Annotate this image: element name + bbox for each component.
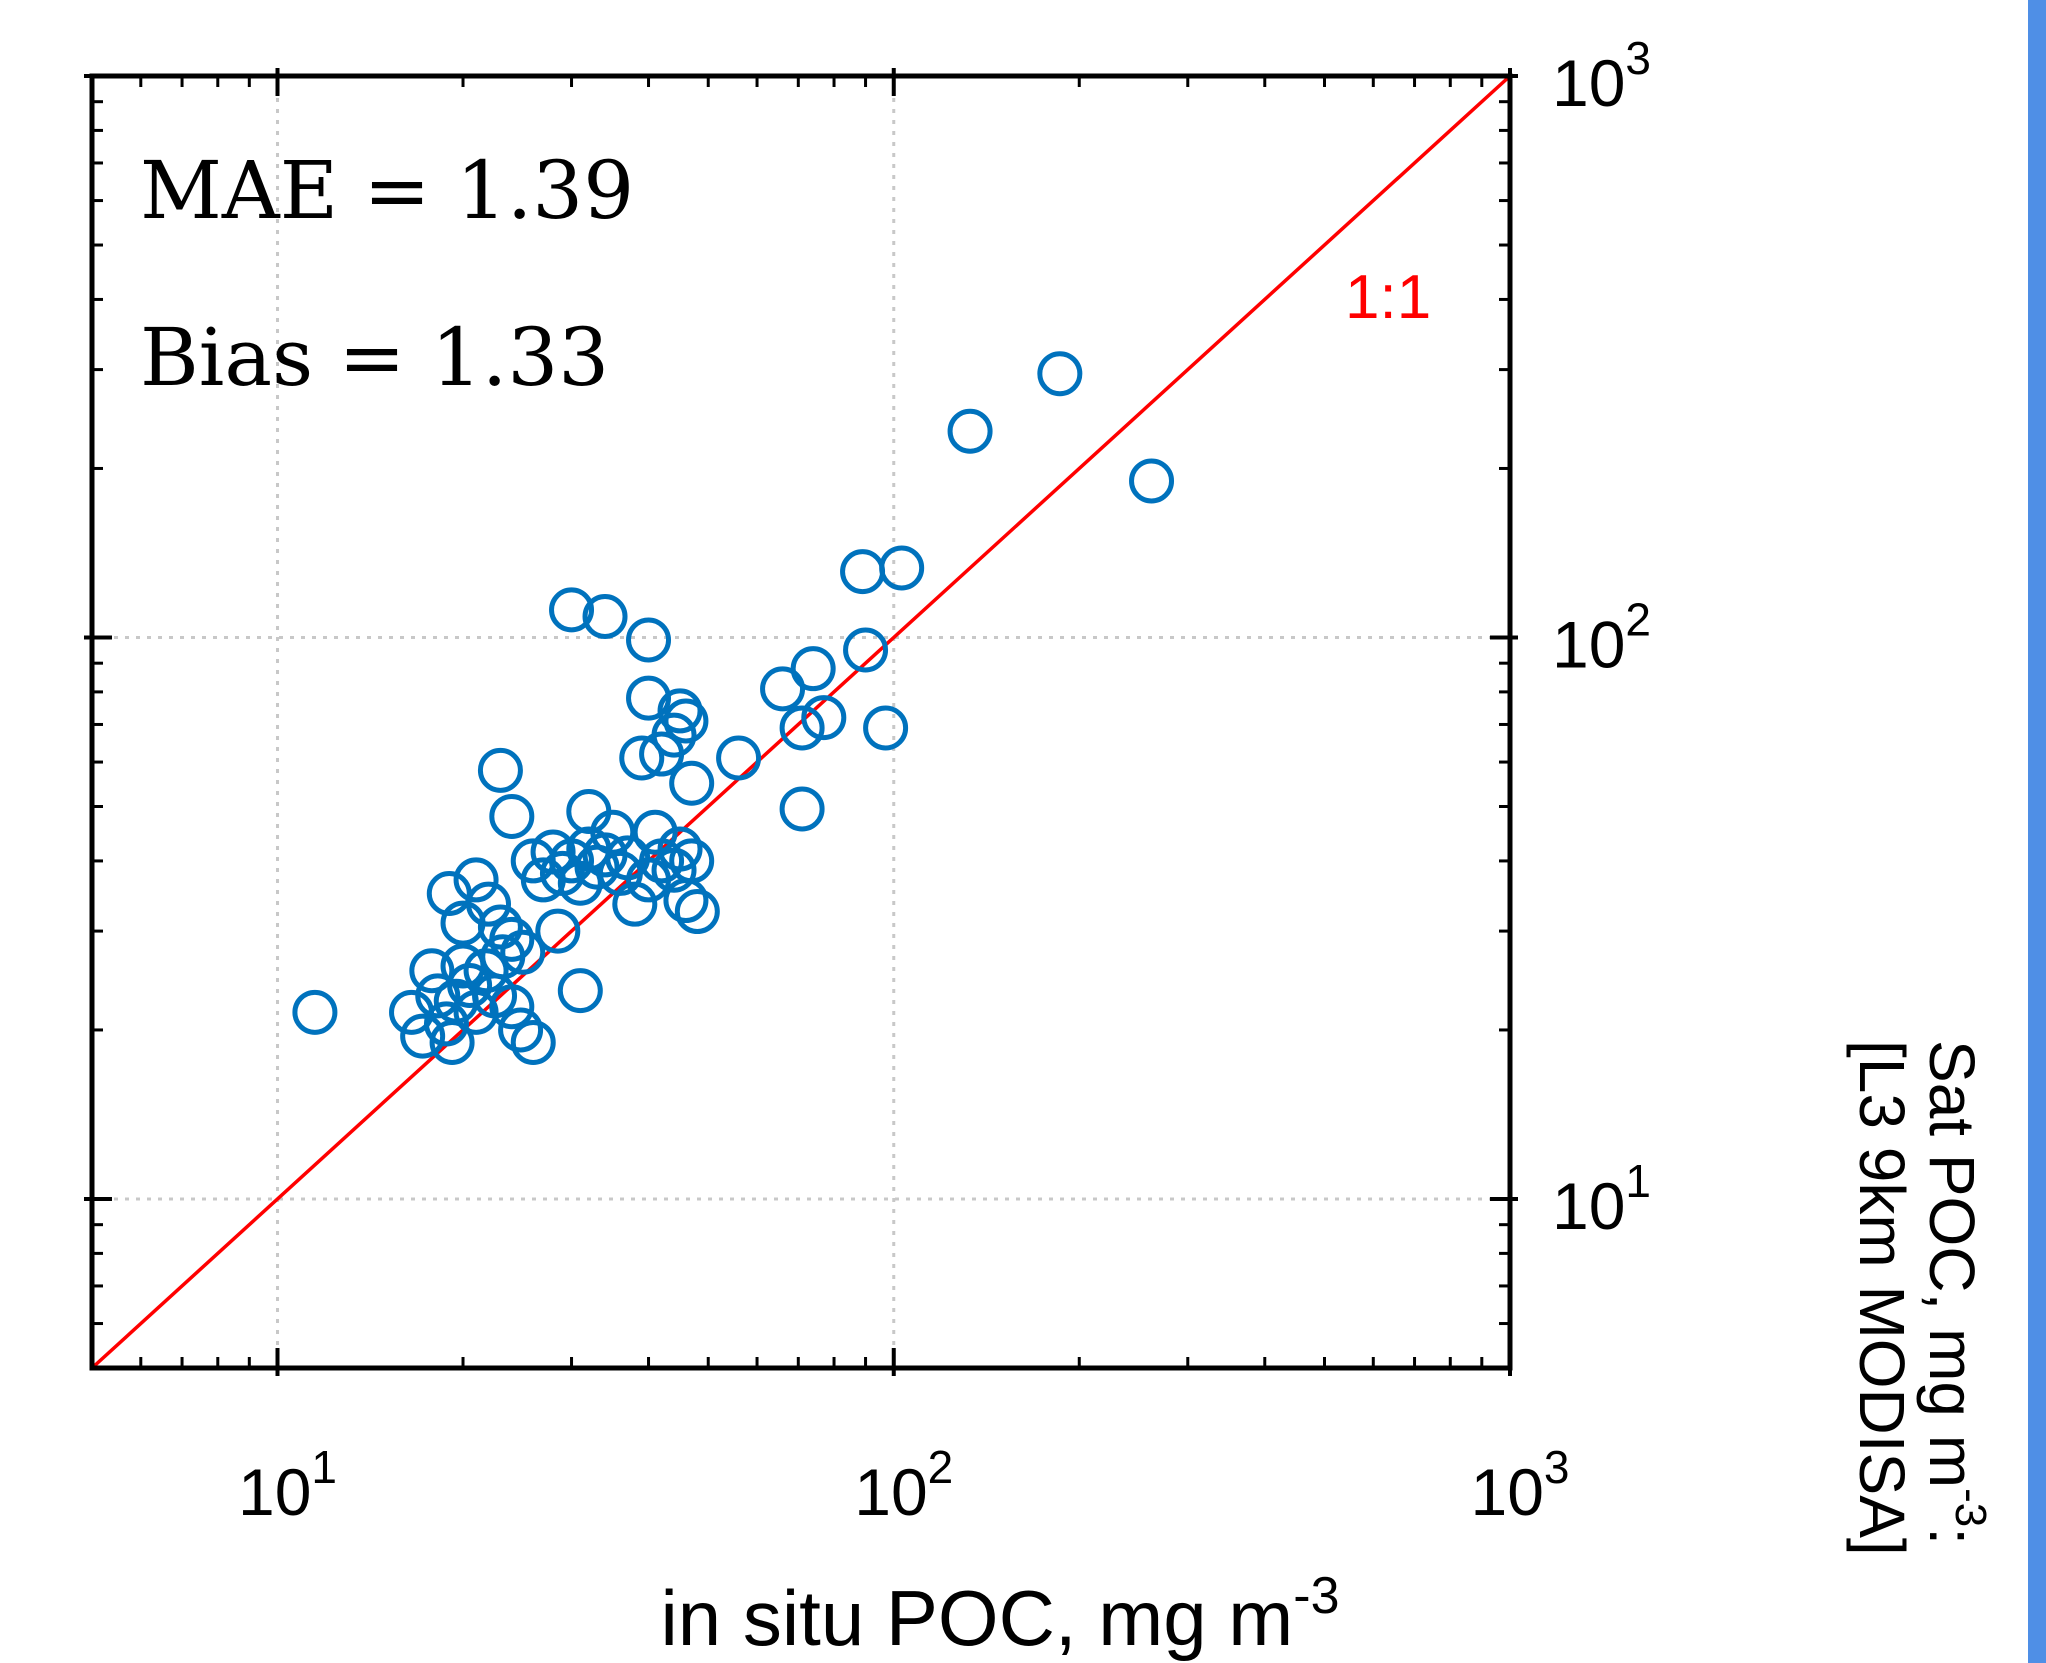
y-axis-label-line2: [L3 9km MODISA] [1846,1040,1918,1556]
data-point [1129,458,1175,504]
x-axis-label: in situ POC, mg m-3 [660,1567,1339,1662]
data-point [549,587,595,633]
data-point [663,698,709,744]
data-point [779,705,825,751]
data-point [477,904,523,950]
data-point [566,788,612,834]
plot-frame [89,73,1513,1371]
data-point [409,948,455,994]
x-tick-label: 101 [238,1441,337,1529]
data-point [453,857,499,903]
data-point [582,593,628,639]
data-point [489,916,535,962]
data-point [651,712,697,758]
data-point [716,735,762,781]
data-point [657,688,703,734]
bias-annotation: Bias = 1.33 [140,311,609,404]
y-tick-label: 103 [1552,32,1651,120]
data-point [669,760,715,806]
data-point [790,646,836,692]
data-point [626,675,672,721]
data-point [619,735,665,781]
svg-text:Sat POC, mg m-3:: Sat POC, mg m-3: [1916,1040,1995,1545]
data-point [947,408,993,454]
x-tick-label: 103 [1470,1441,1569,1529]
data-point [489,793,535,839]
tick-labels: 101 102 103 101 102 103 [238,32,1651,1529]
one-to-one-label: 1:1 [1345,263,1431,332]
data-point [760,666,806,712]
data-point [292,989,338,1035]
data-point [447,962,493,1008]
data-point [626,617,672,663]
svg-text:[L3 9km MODISA]: [L3 9km MODISA] [1846,1040,1918,1556]
data-point [498,1007,544,1053]
data-point [669,838,715,884]
data-point [557,968,603,1014]
data-point [535,908,581,954]
data-points [292,351,1175,1065]
data-point [489,984,535,1030]
data-point [510,1019,556,1065]
data-point [863,705,909,751]
data-point [840,549,886,595]
data-point [843,627,889,673]
data-point [674,889,720,935]
data-point [657,826,703,872]
x-tick-label: 102 [854,1441,953,1529]
data-point [779,786,825,832]
data-point [632,809,678,855]
data-point [1037,351,1083,397]
window-edge-strip [2028,0,2046,1663]
data-point [612,881,658,927]
data-point [423,1001,469,1047]
data-point [415,973,461,1019]
one-to-one-reference-line [90,74,1512,1370]
data-point [466,881,512,927]
data-point [477,747,523,793]
data-point [879,545,925,591]
y-tick-label: 101 [1552,1155,1651,1243]
data-point [500,929,546,975]
data-point [400,1013,446,1059]
data-point [801,695,847,741]
mae-annotation: MAE = 1.39 [140,144,634,237]
y-axis-label: Sat POC, mg m-3: [1916,1040,1995,1545]
y-tick-label: 102 [1552,593,1651,681]
